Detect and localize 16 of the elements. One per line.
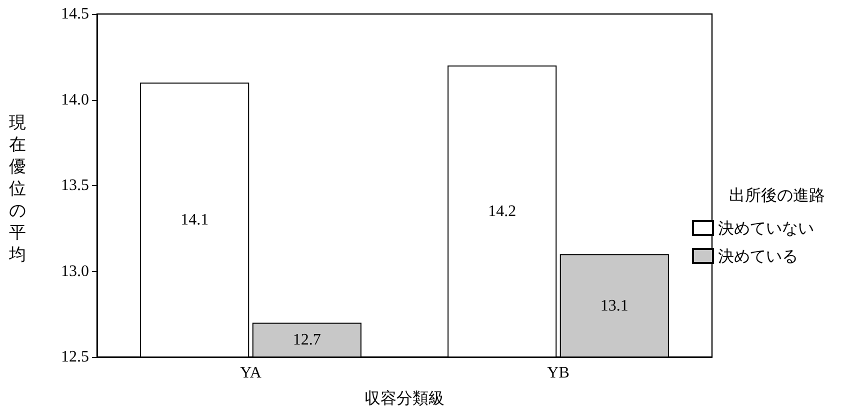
legend-label: 決めていない	[718, 218, 814, 238]
x-axis-title: 収容分類級	[364, 388, 444, 408]
legend-title: 出所後の進路	[729, 186, 825, 204]
data-label: 12.7	[292, 332, 321, 349]
data-label: 14.2	[488, 202, 516, 220]
data-label: 13.1	[600, 297, 628, 314]
x-tick-label: YA	[240, 364, 262, 382]
y-tick-label: 14.5	[61, 6, 89, 22]
y-tick-label: 13.0	[61, 262, 89, 280]
y-tick-label: 13.5	[61, 177, 89, 194]
y-tick-label: 14.0	[61, 91, 89, 108]
legend-label: 決めている	[718, 246, 798, 266]
y-tick-label: 12.5	[61, 348, 89, 366]
data-label: 14.1	[180, 212, 209, 229]
y-axis-title: 現在優位の平均	[9, 112, 27, 266]
x-tick-label: YB	[547, 364, 570, 382]
